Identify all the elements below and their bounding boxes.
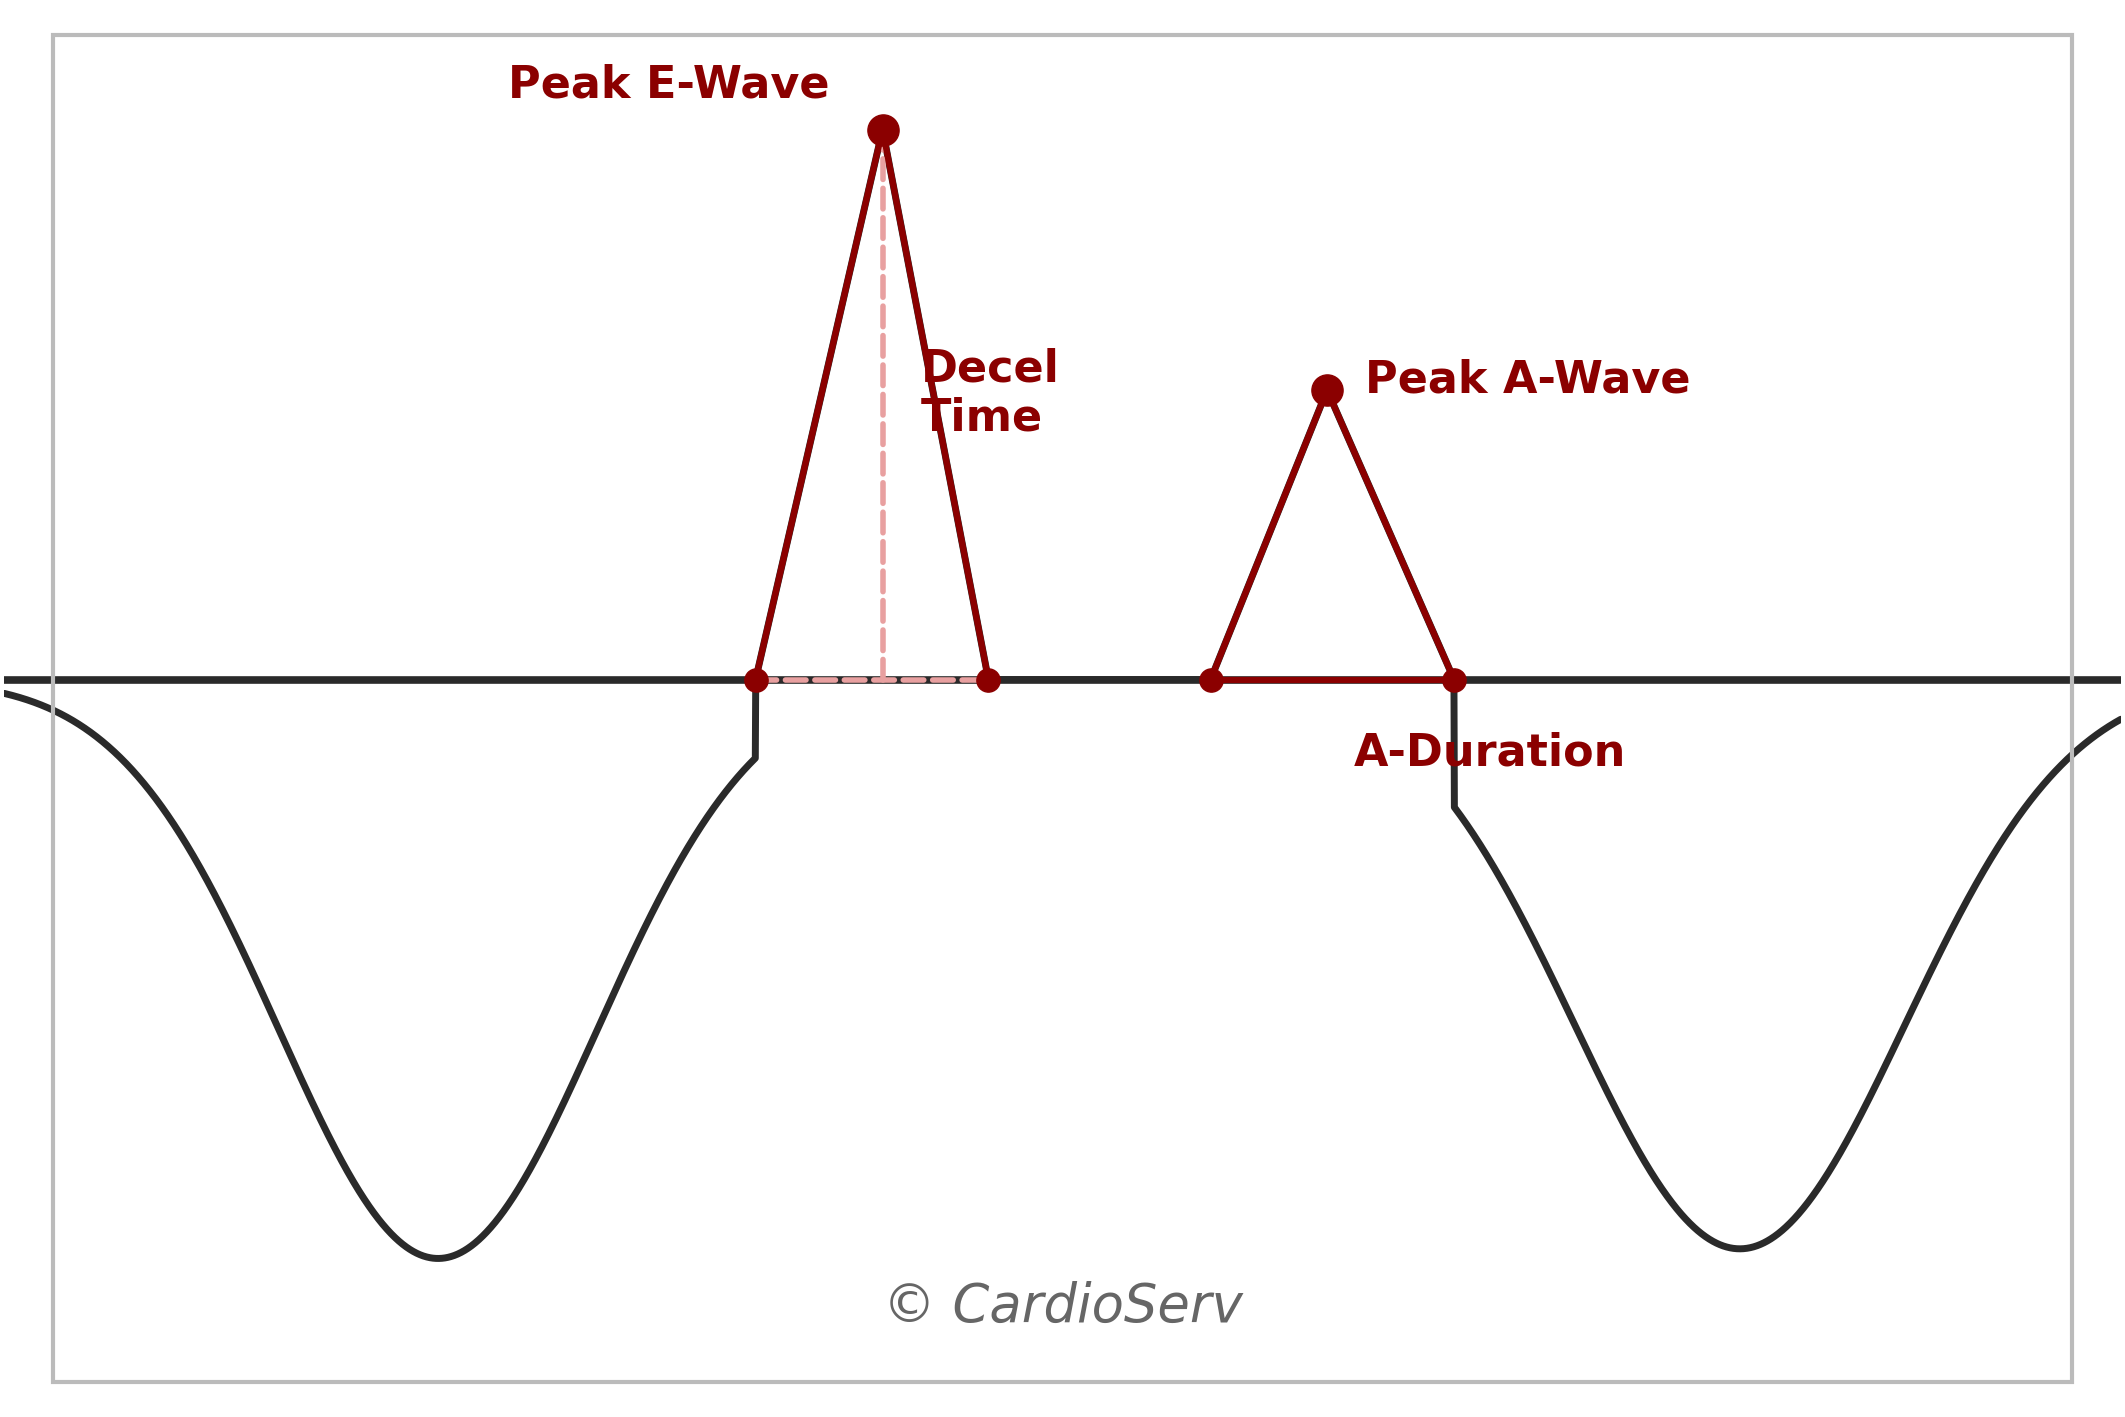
- Point: [1194, 669, 1228, 691]
- Text: Peak E-Wave: Peak E-Wave: [508, 64, 829, 106]
- Point: [1311, 378, 1345, 401]
- Text: A-Duration: A-Duration: [1354, 731, 1626, 774]
- Text: Decel
Time: Decel Time: [920, 347, 1060, 439]
- Point: [1436, 669, 1470, 691]
- Point: [740, 669, 774, 691]
- Point: [971, 669, 1005, 691]
- Text: Peak A-Wave: Peak A-Wave: [1364, 359, 1692, 402]
- Text: © CardioServ: © CardioServ: [882, 1281, 1243, 1333]
- Point: [865, 118, 899, 140]
